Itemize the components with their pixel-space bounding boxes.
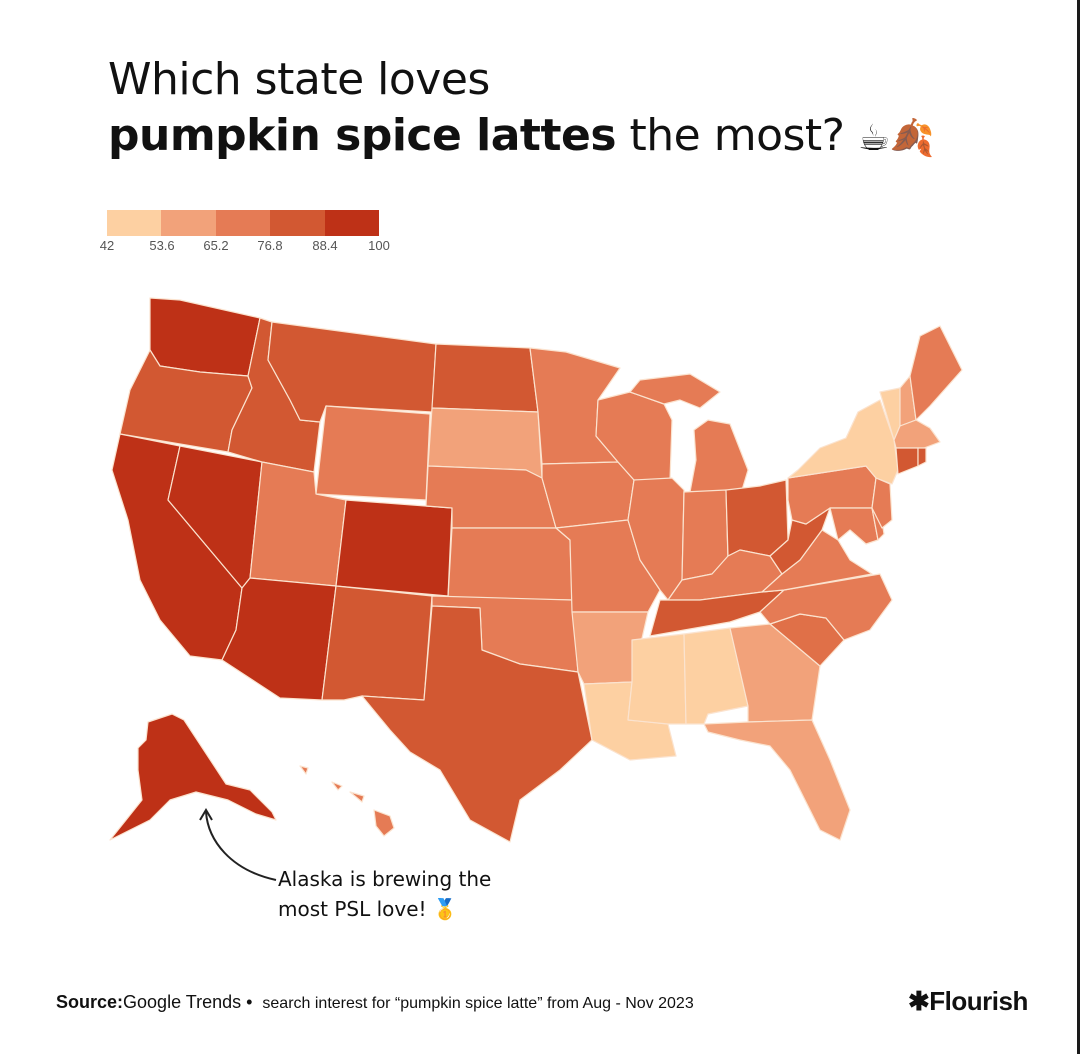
source-footer: Source: Google Trends • search interest … xyxy=(56,992,694,1013)
title-line-1: Which state loves xyxy=(108,54,490,105)
state-ME[interactable] xyxy=(909,325,963,421)
legend-tick: 65.2 xyxy=(203,238,229,253)
legend-swatch-3 xyxy=(215,210,271,236)
flourish-logo: ✱Flourish xyxy=(908,986,1028,1016)
state-IA[interactable] xyxy=(541,461,635,529)
state-ND[interactable] xyxy=(431,343,539,413)
state-FL[interactable] xyxy=(703,719,851,841)
state-MD[interactable] xyxy=(829,507,879,545)
legend-tick: 88.4 xyxy=(312,238,338,253)
legend-tick: 53.6 xyxy=(149,238,175,253)
annotation-line-2: most PSL love! 🥇 xyxy=(278,897,458,921)
legend-tick: 42 xyxy=(99,238,115,253)
state-NC[interactable] xyxy=(759,573,893,641)
legend-color-bar xyxy=(107,210,380,236)
state-RI[interactable] xyxy=(917,447,927,467)
color-legend: 42 53.6 65.2 76.8 88.4 100 xyxy=(100,210,397,256)
title-rest: the most? xyxy=(616,110,859,161)
legend-swatch-2 xyxy=(161,210,216,236)
state-KS[interactable] xyxy=(447,527,573,601)
state-CT[interactable] xyxy=(895,447,919,475)
state-MS[interactable] xyxy=(627,633,687,725)
legend-tick: 100 xyxy=(368,238,390,253)
state-WA[interactable] xyxy=(149,297,261,377)
state-MT[interactable] xyxy=(267,321,437,423)
title-bold-part: pumpkin spice lattes xyxy=(108,110,617,161)
state-MI[interactable] xyxy=(629,373,749,493)
state-CO[interactable] xyxy=(335,499,453,597)
state-HI[interactable] xyxy=(299,765,395,837)
state-TX[interactable] xyxy=(361,605,593,843)
legend-swatch-1 xyxy=(107,210,162,236)
state-NM[interactable] xyxy=(321,585,433,701)
annotation-arrow-icon xyxy=(199,808,277,881)
alaska-annotation: Alaska is brewing the most PSL love! 🥇 xyxy=(278,864,491,924)
title-line-2: pumpkin spice lattes the most? ☕🍂 xyxy=(108,108,935,167)
legend-ticks: 42 53.6 65.2 76.8 88.4 100 xyxy=(100,238,397,256)
legend-tick: 76.8 xyxy=(257,238,283,253)
chart-title: Which state loves pumpkin spice lattes t… xyxy=(108,52,935,167)
us-choropleth-map xyxy=(109,297,963,843)
frame-edge xyxy=(1077,0,1080,1054)
source-description: search interest for “pumpkin spice latte… xyxy=(262,995,694,1012)
legend-swatch-4 xyxy=(270,210,325,236)
source-value: Google Trends • xyxy=(123,992,253,1012)
state-WY[interactable] xyxy=(315,405,431,501)
source-label: Source: xyxy=(56,992,124,1012)
legend-swatch-5 xyxy=(324,210,380,236)
state-AK[interactable] xyxy=(109,713,277,841)
annotation-line-1: Alaska is brewing the xyxy=(278,867,492,891)
coffee-leaves-emoji-icon: ☕🍂 xyxy=(858,118,935,159)
state-OH[interactable] xyxy=(725,479,789,557)
